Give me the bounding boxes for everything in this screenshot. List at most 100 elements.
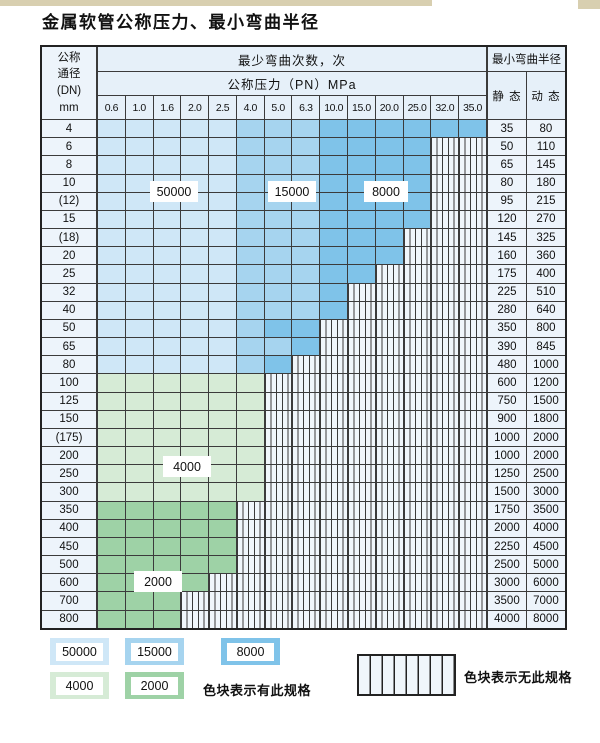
spec-cell-50000	[98, 283, 126, 301]
no-spec-cell	[348, 283, 376, 301]
spec-cell-8000	[264, 356, 293, 374]
dn-value: 10	[42, 174, 98, 192]
table-row: 700 3500 7000	[42, 592, 565, 611]
no-spec-cell	[375, 428, 404, 447]
no-spec-cell	[348, 610, 376, 628]
no-spec-cell	[403, 465, 432, 483]
dn-value: 50	[42, 319, 98, 338]
dynamic-radius-value: 2500	[526, 465, 565, 483]
dn-header-line: mm	[59, 101, 79, 114]
no-spec-cell	[292, 428, 321, 447]
spec-cell-50000	[209, 229, 237, 247]
pressure-column-label: 4.0	[236, 96, 265, 119]
no-spec-cell	[375, 392, 404, 410]
nominal-pressure-header: 公称压力（PN）MPa	[98, 72, 488, 96]
legend-swatch-4000: 4000	[50, 672, 109, 699]
dn-value: 6	[42, 138, 98, 156]
spec-cell-50000	[153, 229, 182, 247]
spec-cell-50000	[125, 138, 154, 156]
spec-cell-50000	[98, 174, 126, 192]
spec-cell-2000	[98, 610, 126, 628]
spec-cell-50000	[209, 120, 237, 138]
table-row: 4 35 80	[42, 120, 565, 139]
no-spec-cell	[459, 410, 488, 428]
spec-cell-4000	[181, 428, 210, 447]
no-spec-swatch	[357, 654, 456, 696]
static-radius-value: 160	[487, 247, 527, 265]
dn-value: (18)	[42, 229, 98, 247]
spec-cell-15000	[292, 283, 321, 301]
no-spec-cell	[431, 447, 460, 465]
no-spec-cell	[375, 537, 404, 556]
spec-cell-8000	[348, 156, 376, 174]
dn-value: 100	[42, 374, 98, 392]
static-radius-value: 145	[487, 229, 527, 247]
spec-cell-50000	[153, 283, 182, 301]
dynamic-radius-value: 845	[526, 338, 565, 356]
no-spec-cell	[459, 374, 488, 392]
spec-cell-50000	[181, 229, 210, 247]
spec-cell-2000	[153, 610, 182, 628]
spec-cell-50000	[98, 319, 126, 338]
spec-cell-50000	[98, 192, 126, 210]
no-spec-cell	[431, 283, 460, 301]
no-spec-cell	[459, 338, 488, 356]
spec-cell-50000	[181, 283, 210, 301]
no-spec-cell	[375, 283, 404, 301]
pressure-column-label: 32.0	[431, 96, 460, 119]
cycles-label-4000: 4000	[163, 456, 211, 477]
no-spec-cell	[320, 410, 349, 428]
legend-swatch-50000: 50000	[50, 638, 109, 665]
pressure-bend-radius-table: 公称 通径 (DN) mm 最少弯曲次数，次 最小弯曲半径 公称压力（PN）MP…	[40, 45, 567, 630]
spec-cell-8000	[348, 247, 376, 265]
no-spec-cell	[403, 556, 432, 574]
no-spec-cell	[348, 519, 376, 537]
no-spec-cell	[348, 483, 376, 501]
spec-cell-50000	[98, 338, 126, 356]
no-spec-cell	[320, 556, 349, 574]
spec-cell-2000	[125, 519, 154, 537]
spec-cell-4000	[98, 447, 126, 465]
spec-cell-8000	[320, 156, 349, 174]
no-spec-cell	[459, 592, 488, 610]
spec-cell-50000	[153, 138, 182, 156]
spec-cell-8000	[320, 247, 349, 265]
static-radius-value: 900	[487, 410, 527, 428]
dynamic-radius-value: 7000	[526, 592, 565, 610]
spec-cell-50000	[153, 356, 182, 374]
spec-cell-50000	[98, 138, 126, 156]
no-spec-cell	[375, 501, 404, 519]
no-spec-cell	[264, 392, 293, 410]
spec-cell-50000	[98, 301, 126, 319]
no-spec-cell	[292, 374, 321, 392]
table-row: 150 900 1800	[42, 410, 565, 429]
no-spec-cell	[320, 501, 349, 519]
spec-cell-50000	[209, 338, 237, 356]
spec-cell-15000	[292, 156, 321, 174]
no-spec-cell	[320, 356, 349, 374]
spec-cell-50000	[209, 174, 237, 192]
spec-cell-50000	[153, 120, 182, 138]
spec-cell-2000	[125, 501, 154, 519]
no-spec-cell	[209, 574, 237, 592]
pressure-column-label: 10.0	[320, 96, 349, 119]
table-row: 350 1750 3500	[42, 501, 565, 520]
spec-cell-8000	[375, 138, 404, 156]
static-radius-value: 1500	[487, 483, 527, 501]
spec-cell-15000	[292, 301, 321, 319]
spec-cell-50000	[181, 265, 210, 283]
no-spec-cell	[403, 428, 432, 447]
legend-swatch-label: 15000	[131, 642, 178, 661]
static-radius-value: 280	[487, 301, 527, 319]
static-radius-value: 350	[487, 319, 527, 338]
table-row: 400 2000 4000	[42, 519, 565, 538]
no-spec-cell	[375, 519, 404, 537]
dn-value: (175)	[42, 428, 98, 447]
spec-cell-8000	[292, 319, 321, 338]
spec-cell-2000	[181, 574, 210, 592]
spec-cell-15000	[264, 229, 293, 247]
spec-cell-50000	[125, 319, 154, 338]
no-spec-cell	[292, 483, 321, 501]
table-row: 25 175 400	[42, 265, 565, 284]
spec-cell-15000	[236, 301, 265, 319]
